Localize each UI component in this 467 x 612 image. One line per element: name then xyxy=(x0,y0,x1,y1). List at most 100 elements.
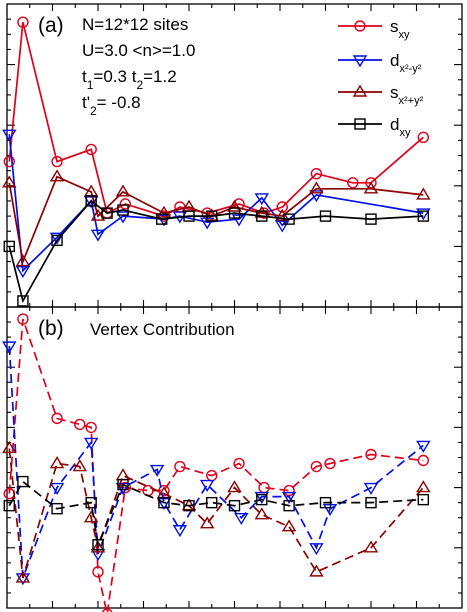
data-point xyxy=(49,169,65,182)
data-point xyxy=(90,540,106,553)
data-point xyxy=(85,195,97,207)
data-point xyxy=(2,175,17,188)
data-point xyxy=(363,540,379,553)
legend-label: dxy xyxy=(390,115,411,139)
data-point xyxy=(85,496,97,509)
data-point xyxy=(275,208,290,221)
legend-entry-d-x-y: dx²-y² xyxy=(338,51,422,75)
data-point xyxy=(51,155,63,168)
data-point xyxy=(85,421,97,434)
data-point xyxy=(92,539,104,551)
data-point xyxy=(15,570,31,583)
data-point xyxy=(17,313,29,325)
data-point xyxy=(309,564,324,577)
data-point xyxy=(15,265,31,279)
data-point xyxy=(2,341,17,354)
data-point xyxy=(90,208,106,221)
data-point xyxy=(227,199,242,212)
data-point xyxy=(172,525,188,538)
data-point xyxy=(115,482,131,495)
data-point xyxy=(101,207,113,219)
data-point xyxy=(228,207,241,219)
legend-entry-s-xy: sxy xyxy=(338,17,410,41)
data-point xyxy=(174,460,186,473)
legend-marker xyxy=(354,118,366,130)
data-point xyxy=(156,205,172,218)
data-point xyxy=(254,205,270,218)
panel-label: (b) xyxy=(38,317,64,340)
data-point xyxy=(17,16,29,28)
legend-marker xyxy=(354,20,366,32)
data-point xyxy=(276,201,288,213)
data-point xyxy=(347,177,359,189)
data-point xyxy=(365,213,377,225)
data-point xyxy=(51,412,63,425)
annotation-line: U=3.0 <n>=1.0 xyxy=(82,41,195,60)
data-point xyxy=(115,211,131,224)
legend-entry-s-x-y: sx²+y² xyxy=(338,83,424,107)
data-point xyxy=(227,480,242,493)
data-point xyxy=(365,177,377,189)
legend: sxy dx²-y² sx²+y² dxy xyxy=(338,17,424,139)
data-point xyxy=(416,187,431,200)
data-point xyxy=(115,184,131,197)
data-point xyxy=(83,437,99,450)
panel-label: (a) xyxy=(38,14,64,37)
data-point xyxy=(309,181,324,194)
series-d-x-y xyxy=(2,129,431,279)
data-point xyxy=(319,210,332,222)
data-point xyxy=(199,516,215,529)
data-point xyxy=(256,493,268,506)
data-point xyxy=(51,234,63,247)
data-point xyxy=(416,480,431,493)
data-point xyxy=(309,543,324,556)
series-line xyxy=(8,448,424,579)
data-point xyxy=(417,493,430,506)
series-line xyxy=(8,134,424,273)
series-line xyxy=(8,199,424,304)
data-point xyxy=(206,210,218,222)
data-point xyxy=(2,129,17,142)
data-point xyxy=(155,213,168,225)
series-line xyxy=(8,175,424,265)
data-point xyxy=(310,460,323,473)
data-point xyxy=(2,441,17,454)
annotation-line: t'2= -0.8 xyxy=(82,93,141,118)
data-point xyxy=(416,440,431,453)
data-point xyxy=(51,502,63,515)
legend-label: dx²-y² xyxy=(390,51,422,75)
data-point xyxy=(228,499,241,512)
data-point xyxy=(417,210,430,222)
legend-entry-d-xy: dxy xyxy=(338,115,411,139)
data-point xyxy=(183,210,195,222)
data-point xyxy=(281,491,297,504)
series-s-x-y xyxy=(2,441,431,583)
data-point xyxy=(417,454,430,467)
data-point xyxy=(119,198,132,210)
data-point xyxy=(283,484,295,497)
data-point xyxy=(183,499,195,512)
data-point xyxy=(310,167,323,180)
data-point xyxy=(254,507,270,520)
data-point xyxy=(156,497,172,511)
data-point xyxy=(119,481,132,494)
data-point xyxy=(92,566,104,578)
data-point xyxy=(365,448,377,461)
series-d-x-y xyxy=(2,341,431,586)
data-point xyxy=(3,499,15,512)
series-line xyxy=(8,318,424,612)
data-point xyxy=(3,155,15,168)
data-point xyxy=(417,131,430,144)
data-point xyxy=(309,190,324,203)
data-point xyxy=(199,479,215,492)
series-s-xy xyxy=(3,313,430,612)
series-line xyxy=(8,346,424,579)
data-point xyxy=(283,213,295,225)
data-point xyxy=(72,459,88,472)
data-point xyxy=(256,210,268,222)
legend-marker xyxy=(352,84,368,97)
data-point xyxy=(416,208,431,221)
data-point xyxy=(319,496,332,509)
data-point xyxy=(363,181,379,194)
